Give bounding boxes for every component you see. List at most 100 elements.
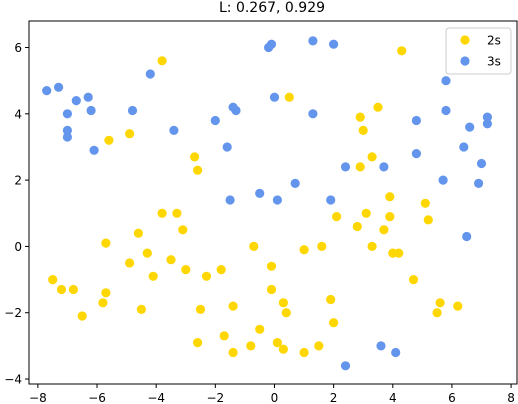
point-2s-48 [228,301,238,311]
point-3s-17 [441,105,451,116]
point-2s-65 [314,341,324,351]
point-2s-45 [98,298,108,308]
point-3s-7 [83,92,93,102]
point-2s-49 [278,298,288,308]
point-3s-14 [269,92,280,102]
point-3s-27 [222,142,232,152]
point-2s-35 [266,261,277,271]
point-3s-20 [169,125,179,135]
point-3s-6 [71,96,81,106]
point-2s-59 [219,331,229,341]
legend-label-3s: 3s [487,55,501,69]
point-2s-40 [56,284,67,295]
plot-frame [28,20,518,385]
point-3s-32 [476,158,487,169]
point-3s-31 [379,162,389,172]
point-3s-19 [62,132,72,142]
point-2s-56 [329,318,339,328]
point-2s-14 [172,208,182,218]
point-3s-15 [308,109,318,119]
point-2s-39 [48,275,58,285]
point-2s-63 [278,344,288,354]
points-layer [42,36,492,371]
point-3s-10 [127,105,138,116]
y-tick-label-2: 0 [14,240,22,254]
chart-title: L: 0.267, 0.929 [219,0,325,16]
point-2s-15 [361,208,371,218]
x-tick-label-6: 4 [389,391,397,404]
point-3s-22 [411,115,421,126]
point-2s-47 [195,304,206,314]
y-tick-label-3: 2 [14,174,22,188]
point-3s-1 [266,39,277,49]
point-2s-12 [385,192,395,202]
point-2s-37 [201,271,212,281]
point-2s-58 [193,338,203,348]
x-tick-label-2: −4 [147,391,165,404]
point-2s-8 [190,152,200,162]
point-2s-64 [299,347,309,358]
point-2s-54 [281,308,291,318]
point-2s-5 [358,125,368,135]
point-2s-17 [385,212,395,222]
y-tick-label-4: 4 [14,107,22,121]
x-tick-label-4: 0 [271,391,279,404]
point-3s-41 [376,341,386,351]
point-3s-11 [62,109,72,119]
y-tick-label-5: 6 [14,41,22,55]
point-3s-36 [255,188,265,198]
x-tick-label-0: −8 [29,391,47,404]
x-tick-label-1: −6 [88,391,106,404]
legend-marker-2s [460,35,470,45]
x-tick-label-8: 8 [507,391,515,404]
point-2s-11 [355,162,365,172]
point-2s-1 [397,46,407,56]
point-2s-46 [136,304,146,314]
point-3s-40 [462,231,472,242]
point-2s-38 [216,265,226,275]
point-2s-50 [326,294,336,305]
point-2s-57 [255,324,265,334]
point-3s-34 [438,175,448,185]
point-2s-34 [181,265,191,275]
point-2s-55 [432,308,442,318]
point-3s-18 [62,125,72,135]
point-2s-13 [157,208,167,218]
point-2s-19 [423,215,433,225]
point-2s-36 [148,271,158,281]
point-3s-9 [86,105,96,116]
point-3s-30 [340,162,351,172]
point-2s-29 [142,248,152,258]
point-2s-53 [77,311,87,321]
point-2s-51 [435,298,445,308]
point-2s-43 [408,275,419,285]
point-2s-4 [355,112,365,122]
point-2s-60 [272,338,282,348]
point-2s-23 [379,225,389,235]
x-tick-label-3: −2 [206,391,224,404]
point-2s-25 [249,241,259,251]
point-3s-2 [308,36,318,46]
point-2s-42 [101,288,111,298]
point-3s-16 [441,76,451,86]
point-2s-16 [332,212,342,222]
legend-marker-3s [460,56,470,66]
point-2s-32 [125,258,135,268]
x-axis: −8 −6 −4 −2 0 2 4 6 8 [29,384,515,404]
point-3s-25 [482,119,492,129]
point-2s-6 [104,135,114,145]
legend-label-2s: 2s [487,34,501,48]
point-3s-37 [272,195,282,205]
point-2s-3 [373,102,383,112]
x-tick-label-7: 6 [448,391,456,404]
y-tick-label-1: −2 [4,306,22,320]
point-2s-20 [178,225,188,235]
point-3s-8 [145,69,155,79]
point-2s-21 [133,228,143,238]
point-3s-21 [210,115,220,126]
y-axis: −4 −2 0 2 4 6 [4,41,29,387]
point-2s-2 [284,92,294,102]
point-2s-27 [317,241,327,251]
point-2s-61 [246,341,256,351]
point-3s-43 [340,361,351,371]
